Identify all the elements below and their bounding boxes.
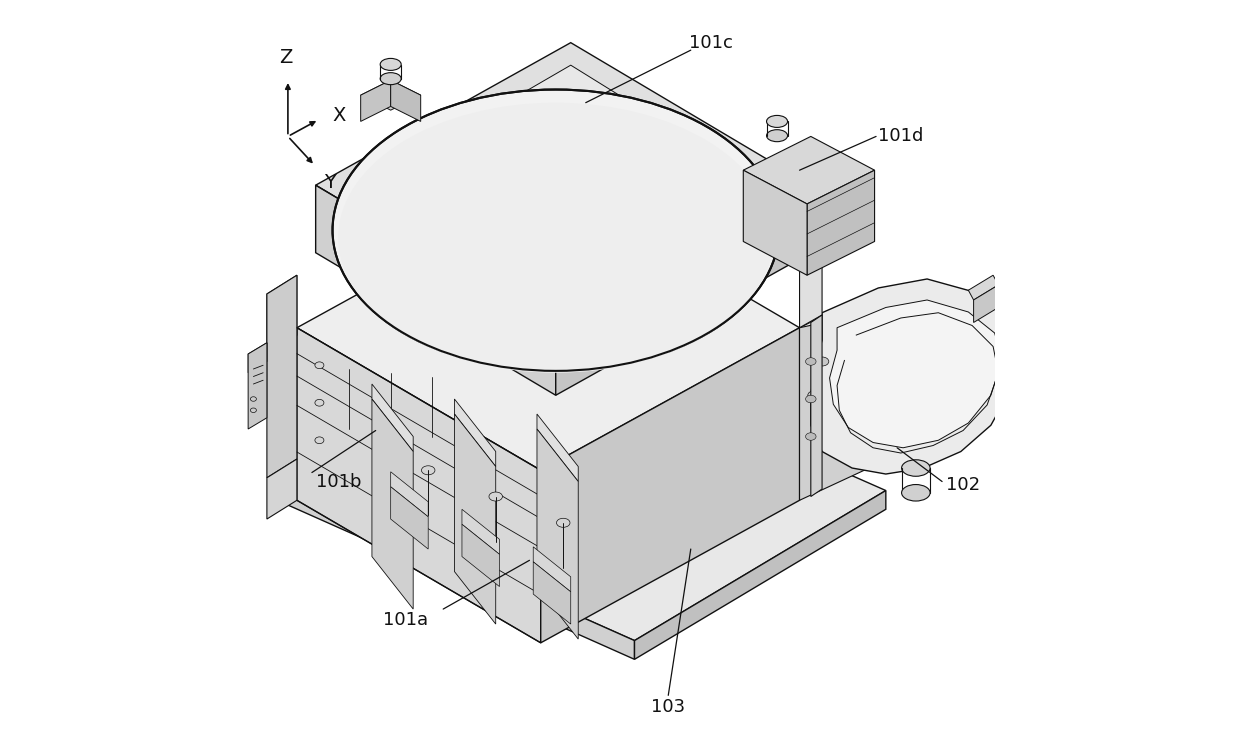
Polygon shape [390,486,429,549]
Text: 102: 102 [945,477,980,494]
Polygon shape [810,315,821,496]
Polygon shape [266,459,297,519]
Polygon shape [297,185,799,471]
Polygon shape [286,485,634,660]
Polygon shape [316,185,556,395]
Polygon shape [338,66,788,335]
Ellipse shape [767,115,788,127]
Text: 101b: 101b [316,473,361,490]
Ellipse shape [421,466,435,475]
Polygon shape [969,275,999,300]
Ellipse shape [315,437,323,444]
Polygon shape [810,279,1017,474]
Ellipse shape [902,460,930,477]
Polygon shape [533,547,571,592]
Text: 101d: 101d [878,127,924,145]
Ellipse shape [805,358,817,365]
Polygon shape [372,399,413,609]
Polygon shape [361,80,390,121]
Text: Y: Y [323,173,336,192]
Text: 103: 103 [652,697,685,715]
Text: X: X [332,106,346,125]
Polygon shape [743,136,875,204]
Polygon shape [316,43,810,328]
Polygon shape [266,275,297,478]
Polygon shape [390,80,421,121]
Ellipse shape [332,90,779,371]
Ellipse shape [250,408,256,413]
Polygon shape [297,328,540,643]
Polygon shape [536,429,579,639]
Text: Z: Z [279,47,292,67]
Polygon shape [743,170,807,275]
Polygon shape [248,343,266,373]
Ellipse shape [489,492,503,501]
Polygon shape [830,300,1002,448]
Ellipse shape [315,362,323,369]
Ellipse shape [380,59,401,71]
Ellipse shape [380,72,401,84]
Polygon shape [462,524,499,587]
Polygon shape [536,414,579,481]
Ellipse shape [838,346,851,355]
Ellipse shape [805,395,817,403]
Ellipse shape [767,130,788,142]
Ellipse shape [838,380,851,389]
Polygon shape [455,414,496,624]
Polygon shape [540,328,799,643]
Polygon shape [799,174,821,328]
Ellipse shape [808,391,821,400]
Ellipse shape [250,397,256,401]
Ellipse shape [815,357,829,366]
Ellipse shape [315,399,323,406]
Polygon shape [248,343,266,429]
Ellipse shape [805,433,817,441]
Polygon shape [455,399,496,467]
Polygon shape [799,290,904,343]
Polygon shape [533,562,571,624]
Polygon shape [372,384,413,452]
Polygon shape [390,472,429,517]
Polygon shape [361,80,421,110]
Ellipse shape [902,484,930,501]
Ellipse shape [338,102,773,373]
Text: 101a: 101a [383,611,429,630]
Polygon shape [286,335,886,641]
Polygon shape [462,509,499,554]
Ellipse shape [556,518,570,527]
Polygon shape [634,490,886,660]
Polygon shape [799,305,904,500]
Polygon shape [266,275,297,354]
Polygon shape [974,285,999,322]
Polygon shape [556,185,810,395]
Polygon shape [807,170,875,275]
Text: 101c: 101c [689,34,733,52]
